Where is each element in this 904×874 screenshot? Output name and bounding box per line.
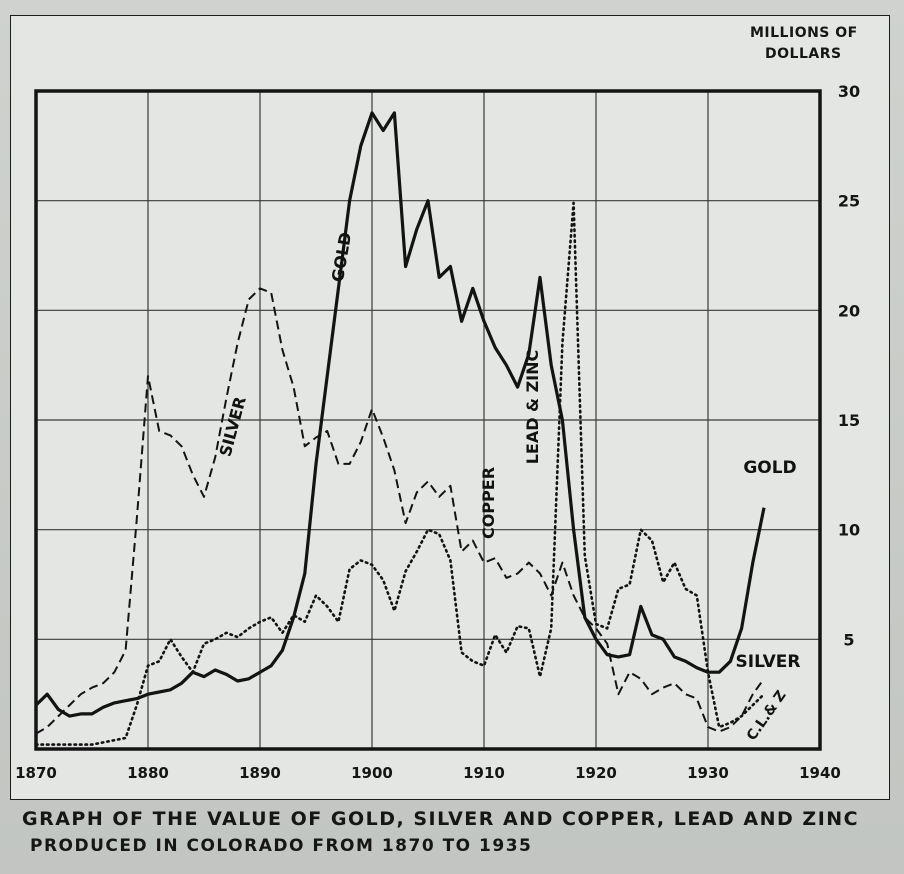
series-label: SILVER [736,652,801,672]
plot-frame [34,89,822,751]
series-line-solid [34,111,766,718]
series-label: SILVER [216,395,250,459]
y-tick-label: 20 [838,301,860,320]
y-axis-ticks: 5 10 15 20 25 30 [838,82,860,649]
series-line-dotted [34,201,766,746]
x-tick-label: 1870 [15,764,57,782]
figure-caption-line-2: produced in Colorado from 1870 to 1935 [30,836,533,856]
x-tick-label: 1910 [463,764,505,782]
x-tick-label: 1900 [351,764,393,782]
y-tick-label: 25 [838,192,860,211]
y-tick-label: 30 [838,82,860,101]
x-tick-label: 1890 [239,764,281,782]
x-axis-ticks: 1870 1880 1890 1900 1910 1920 1930 1940 [15,764,841,782]
y-tick-label: 10 [838,521,860,540]
x-tick-label: 1920 [575,764,617,782]
y-axis-unit-line-1: MILLIONS OF [750,25,858,41]
series-label: LEAD & ZINC [523,350,542,465]
y-axis-unit-line-2: DOLLARS [765,46,842,62]
series-label: C.L.& Z [744,688,790,744]
series-label: GOLD [328,231,355,284]
y-tick-label: 5 [843,630,854,649]
chart-panel [10,15,890,800]
series-label: COPPER [479,467,498,539]
x-tick-label: 1940 [799,764,841,782]
x-tick-label: 1880 [127,764,169,782]
series-label: GOLD [743,458,796,478]
grid [36,91,820,749]
series-lines [34,111,766,746]
figure-caption-line-1: Graph of the value of gold, silver and c… [22,808,860,830]
series-labels: GOLD GOLD SILVER SILVER COPPER LEAD & ZINC C.L… [216,231,801,744]
y-tick-label: 15 [838,411,860,430]
series-line-dashed [35,287,765,735]
x-tick-label: 1930 [687,764,729,782]
